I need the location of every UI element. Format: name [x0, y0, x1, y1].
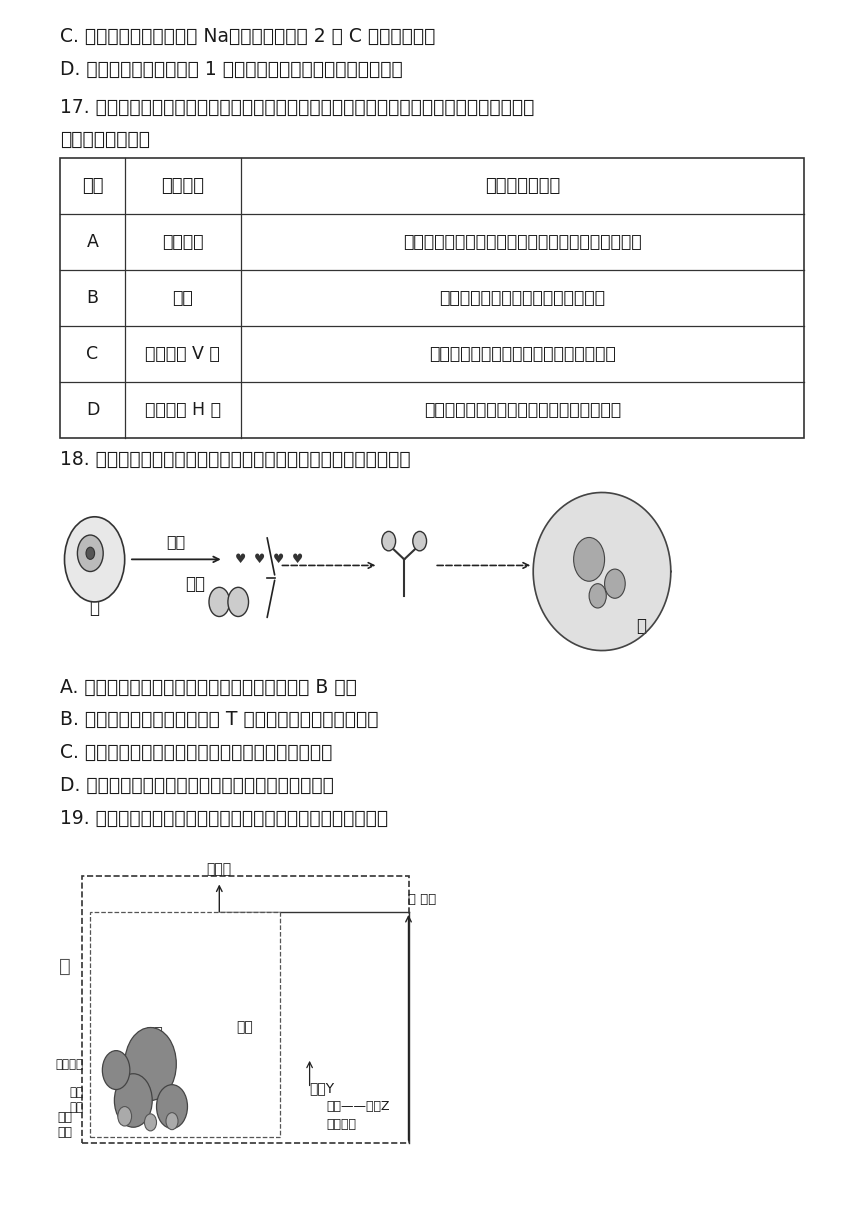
Text: 退化卵体: 退化卵体: [327, 1119, 357, 1131]
Text: A. 该图是体液免疫过程，能分化出细胞甲的只有 B 细胞: A. 该图是体液免疫过程，能分化出细胞甲的只有 B 细胞: [60, 677, 357, 697]
Text: C: C: [86, 345, 99, 362]
Text: 受损部位: 受损部位: [162, 178, 205, 195]
Text: C. 抗原可来自外界环境，也可以是人体自身组织细胞: C. 抗原可来自外界环境，也可以是人体自身组织细胞: [60, 743, 333, 762]
Circle shape: [228, 587, 249, 617]
Text: 机体无法维持身体平衡，并呼吸急促: 机体无法维持身体平衡，并呼吸急促: [439, 289, 605, 306]
Text: 最终
状态: 最终 状态: [57, 1110, 72, 1139]
Text: 抗原: 抗原: [185, 575, 205, 592]
Circle shape: [382, 531, 396, 551]
Text: 乙: 乙: [636, 618, 646, 635]
Text: 言语区的 H 区: 言语区的 H 区: [144, 401, 221, 418]
Text: 大脑皮层: 大脑皮层: [162, 233, 204, 250]
Text: D. 在没有接受刺激时，图 1 中的电位计可测量到静息电位的大小: D. 在没有接受刺激时，图 1 中的电位计可测量到静息电位的大小: [60, 60, 403, 79]
Circle shape: [166, 1113, 178, 1130]
Circle shape: [125, 1028, 176, 1100]
Bar: [60, 158, 804, 438]
Text: A: A: [87, 233, 98, 250]
Text: ♥: ♥: [235, 553, 247, 565]
FancyBboxPatch shape: [82, 876, 408, 1143]
Text: 18. 如图是人体某免疫过程的部分示意图，下列相关叙述中错误的是: 18. 如图是人体某免疫过程的部分示意图，下列相关叙述中错误的是: [60, 450, 411, 469]
Circle shape: [413, 531, 427, 551]
Circle shape: [574, 537, 605, 581]
Text: 分泌: 分泌: [167, 534, 186, 548]
FancyBboxPatch shape: [90, 912, 280, 1137]
Circle shape: [589, 584, 606, 608]
Circle shape: [118, 1107, 132, 1126]
Text: 黄体——激素Z: 黄体——激素Z: [327, 1100, 390, 1113]
Text: ♥: ♥: [254, 553, 266, 565]
Text: 下丘脑: 下丘脑: [206, 862, 232, 877]
Circle shape: [86, 547, 95, 559]
Text: B: B: [87, 289, 98, 306]
Text: 卵巢: 卵巢: [146, 1026, 163, 1041]
Circle shape: [77, 535, 103, 572]
Text: 初级
卵泡: 初级 卵泡: [70, 1086, 83, 1115]
Text: ♥: ♥: [273, 553, 285, 565]
Text: 次级卵泡: 次级卵泡: [55, 1058, 83, 1070]
Text: 甲: 甲: [89, 599, 100, 617]
Text: 垂体: 垂体: [146, 923, 163, 938]
Text: 下 抑制: 下 抑制: [408, 894, 437, 906]
Text: 作用: 作用: [237, 1020, 253, 1035]
Text: 19. 下图为动物的某种生理过程示意图，下列相关分析错误的是: 19. 下图为动物的某种生理过程示意图，下列相关分析错误的是: [60, 809, 389, 828]
Circle shape: [102, 1051, 130, 1090]
Text: D. 细胞乙在非特异性免疫和细胞免疫中均能发挥作用: D. 细胞乙在非特异性免疫和细胞免疫中均能发挥作用: [60, 776, 334, 795]
Text: 言语区的 V 区: 言语区的 V 区: [145, 345, 220, 362]
Text: 选项: 选项: [82, 178, 103, 195]
Text: 17. 人的高级神经中枢的不同部位受损可能导致机体发生异常，以下受损部位和所导致的结果: 17. 人的高级神经中枢的不同部位受损可能导致机体发生异常，以下受损部位和所导致…: [60, 97, 535, 117]
Circle shape: [144, 1114, 157, 1131]
Text: 激素X: 激素X: [142, 990, 168, 1004]
Text: 相互对应正确的是: 相互对应正确的是: [60, 130, 150, 150]
Circle shape: [64, 517, 125, 602]
Text: 由于不能看到文字，而无法进行正常阅读: 由于不能看到文字，而无法进行正常阅读: [429, 345, 616, 362]
Text: 可能导致的结果: 可能导致的结果: [485, 178, 560, 195]
Text: B. 体内该种免疫过程可能需要 T 细胞释放的淋巴因子的刺激: B. 体内该种免疫过程可能需要 T 细胞释放的淋巴因子的刺激: [60, 710, 378, 730]
Text: C. 如果将神经纤维膜外的 Na浓度降低，则图 2 中 C 的电位将下降: C. 如果将神经纤维膜外的 Na浓度降低，则图 2 中 C 的电位将下降: [60, 27, 435, 46]
Text: ♥: ♥: [292, 553, 304, 565]
Text: 小脑: 小脑: [172, 289, 194, 306]
Circle shape: [605, 569, 625, 598]
Circle shape: [157, 1085, 187, 1128]
Polygon shape: [533, 492, 671, 651]
Text: 能听懂别人说话，但无法进行正常言语交流: 能听懂别人说话，但无法进行正常言语交流: [424, 401, 621, 418]
Circle shape: [114, 1074, 152, 1127]
Text: D: D: [86, 401, 99, 418]
Text: 斤: 斤: [58, 957, 71, 976]
Text: 激素Y: 激素Y: [310, 1081, 335, 1096]
Circle shape: [209, 587, 230, 617]
Text: 机体体温恒定的调节和血糖平衡的调节仍可维持正常: 机体体温恒定的调节和血糖平衡的调节仍可维持正常: [403, 233, 642, 250]
